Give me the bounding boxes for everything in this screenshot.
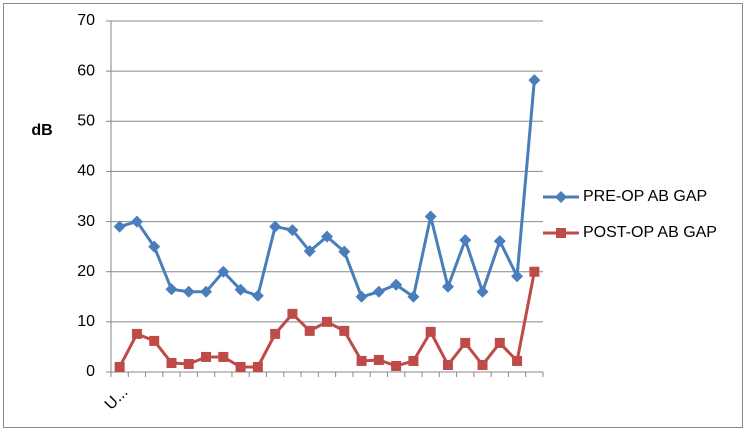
y-tick-label: 60 [77, 62, 95, 79]
y-tick-label: 30 [77, 213, 95, 230]
marker [251, 289, 264, 302]
marker [130, 215, 143, 228]
marker [494, 337, 505, 348]
marker [322, 316, 332, 327]
marker [512, 355, 523, 366]
marker [425, 326, 436, 337]
marker [303, 245, 316, 258]
chart-border [3, 3, 743, 428]
marker [441, 280, 454, 293]
marker [149, 335, 160, 346]
marker [442, 359, 453, 370]
marker [148, 240, 161, 253]
marker [528, 74, 541, 87]
marker [407, 290, 420, 303]
marker [476, 285, 489, 298]
marker [113, 220, 126, 233]
marker [459, 234, 472, 247]
marker [321, 230, 333, 243]
marker [235, 361, 246, 372]
y-tick-label: 10 [77, 313, 95, 330]
marker [166, 357, 177, 368]
marker [131, 328, 142, 339]
marker [460, 337, 471, 348]
marker [477, 359, 488, 370]
legend-label: POST-OP AB GAP [583, 224, 717, 241]
marker [424, 210, 437, 223]
marker [356, 355, 367, 366]
marker [338, 245, 351, 258]
marker [234, 283, 247, 296]
marker [391, 360, 402, 371]
y-axis-label: dB [31, 122, 52, 139]
y-tick-label: 70 [77, 12, 95, 29]
y-tick-label: 0 [86, 363, 95, 380]
marker [408, 355, 419, 366]
marker [201, 351, 212, 362]
marker [217, 265, 230, 278]
marker [165, 283, 178, 296]
y-tick-label: 50 [77, 113, 95, 130]
marker [304, 325, 315, 336]
marker [493, 235, 506, 248]
marker [270, 328, 281, 339]
marker [114, 361, 125, 372]
marker [372, 285, 385, 298]
marker [286, 224, 299, 237]
marker [200, 285, 213, 298]
marker [183, 358, 194, 369]
marker [287, 308, 298, 319]
marker [218, 351, 229, 362]
y-tick-label: 20 [77, 263, 95, 280]
marker [373, 354, 384, 365]
marker [390, 278, 403, 291]
marker [339, 325, 350, 336]
marker [529, 266, 540, 277]
y-tick-label: 40 [77, 163, 95, 180]
marker [252, 361, 263, 372]
marker [555, 191, 567, 203]
marker [269, 220, 282, 233]
marker [556, 228, 566, 238]
marker [182, 285, 195, 298]
marker [355, 290, 368, 303]
legend-label: PRE-OP AB GAP [583, 188, 707, 205]
marker [511, 270, 524, 283]
